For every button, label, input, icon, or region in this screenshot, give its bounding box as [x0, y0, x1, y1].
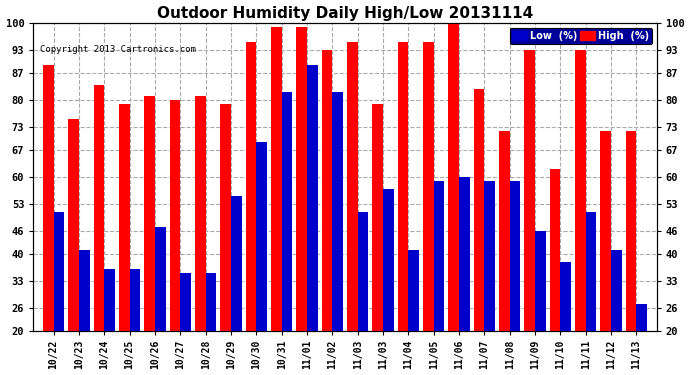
Bar	[397, 42, 408, 331]
Bar	[54, 212, 64, 331]
Bar	[510, 181, 520, 331]
Bar	[347, 42, 357, 331]
Bar	[484, 181, 495, 331]
Bar	[79, 250, 90, 331]
Bar	[271, 27, 282, 331]
Bar	[611, 250, 622, 331]
Bar	[373, 104, 383, 331]
Bar	[256, 142, 267, 331]
Bar	[307, 66, 317, 331]
Bar	[636, 304, 647, 331]
Bar	[434, 181, 444, 331]
Bar	[560, 262, 571, 331]
Bar	[155, 227, 166, 331]
Bar	[180, 273, 191, 331]
Bar	[231, 196, 241, 331]
Bar	[130, 270, 140, 331]
Title: Outdoor Humidity Daily High/Low 20131114: Outdoor Humidity Daily High/Low 20131114	[157, 6, 533, 21]
Bar	[575, 50, 586, 331]
Bar	[586, 212, 596, 331]
Bar	[94, 85, 104, 331]
Bar	[282, 92, 293, 331]
Bar	[550, 170, 560, 331]
Bar	[195, 96, 206, 331]
Bar	[43, 66, 54, 331]
Bar	[448, 23, 459, 331]
Bar	[104, 270, 115, 331]
Bar	[119, 104, 130, 331]
Bar	[600, 131, 611, 331]
Bar	[535, 231, 546, 331]
Bar	[423, 42, 434, 331]
Bar	[499, 131, 510, 331]
Bar	[474, 88, 484, 331]
Bar	[206, 273, 216, 331]
Bar	[68, 119, 79, 331]
Bar	[626, 131, 636, 331]
Bar	[459, 177, 470, 331]
Bar	[357, 212, 368, 331]
Bar	[333, 92, 343, 331]
Bar	[524, 50, 535, 331]
Bar	[170, 100, 180, 331]
Bar	[220, 104, 231, 331]
Bar	[322, 50, 333, 331]
Bar	[144, 96, 155, 331]
Legend: Low  (%), High  (%): Low (%), High (%)	[509, 28, 652, 44]
Bar	[246, 42, 256, 331]
Bar	[383, 189, 394, 331]
Bar	[408, 250, 419, 331]
Text: Copyright 2013 Cartronics.com: Copyright 2013 Cartronics.com	[39, 45, 195, 54]
Bar	[296, 27, 307, 331]
